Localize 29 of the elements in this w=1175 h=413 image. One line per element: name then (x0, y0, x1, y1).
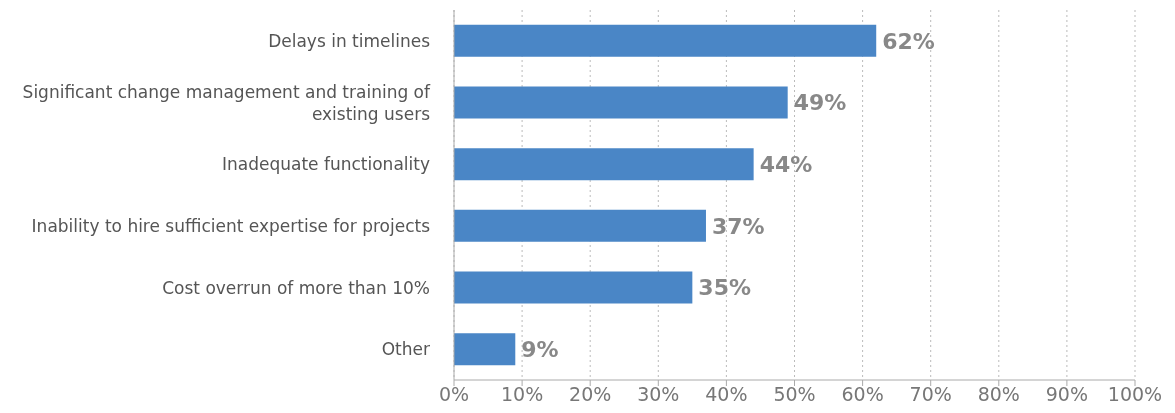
x-tick-label: 70% (909, 383, 952, 406)
data-label: 49% (793, 90, 847, 116)
data-label: 35% (698, 275, 752, 301)
x-tick-label: 10% (500, 383, 544, 406)
y-tick-label: Inability to hire sufficient expertise for projects (31, 215, 431, 236)
y-tick-label: Inadequate functionality (221, 154, 430, 175)
x-tick-label: 20% (569, 383, 612, 406)
bar (454, 271, 693, 304)
data-label: 62% (882, 28, 935, 54)
y-tick-label: Significant change management and training of existing users (22, 81, 432, 124)
data-label: 9% (521, 336, 559, 362)
bar (454, 333, 516, 366)
x-tick-label: 0% (438, 383, 470, 406)
x-tick-label: 90% (1045, 383, 1089, 406)
bar (454, 86, 788, 119)
bar (454, 209, 706, 242)
x-tick-label: 100% (1107, 383, 1163, 406)
x-tick-label: 80% (977, 383, 1020, 406)
bar (454, 148, 754, 181)
data-label: 44% (759, 151, 813, 177)
y-tick-label: Other (381, 339, 430, 360)
x-tick-label: 60% (841, 383, 884, 406)
data-label: 37% (711, 213, 765, 239)
bar (454, 24, 877, 57)
x-tick-label: 40% (705, 383, 748, 406)
x-tick-label: 50% (773, 383, 816, 406)
y-tick-label: Cost overrun of more than 10% (162, 277, 430, 298)
y-tick-label: Delays in timelines (268, 30, 431, 51)
x-tick-label: 30% (637, 383, 680, 406)
